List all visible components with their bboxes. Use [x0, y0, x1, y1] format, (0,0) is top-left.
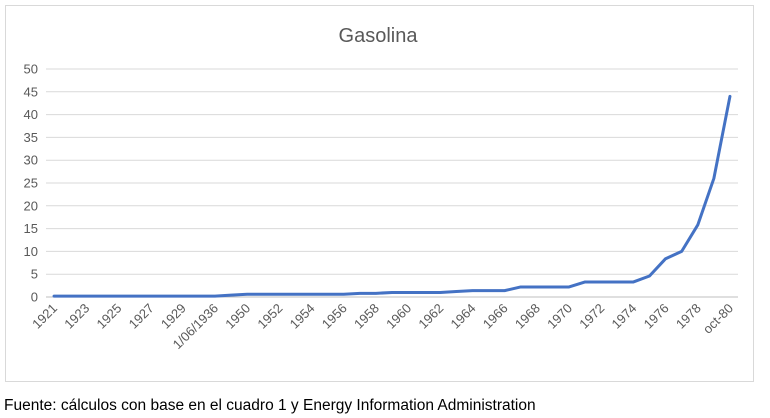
y-tick-label: 20	[24, 198, 38, 213]
x-tick-label: 1958	[351, 301, 382, 332]
chart-title: Gasolina	[339, 25, 419, 47]
y-tick-label: 35	[24, 130, 38, 145]
source-caption: Fuente: cálculos con base en el cuadro 1…	[4, 397, 536, 414]
x-tick-label: 1954	[287, 301, 318, 332]
x-tick-label: 1962	[415, 301, 446, 332]
x-tick-label: 1950	[222, 301, 253, 332]
y-tick-label: 10	[24, 244, 38, 259]
y-axis-tick-labels: 0 5 10 15 20 25 30 35 40 45 50	[24, 62, 38, 305]
x-tick-label: 1925	[93, 301, 124, 332]
y-tick-label: 5	[31, 267, 38, 282]
y-tick-label: 30	[24, 153, 38, 168]
x-tick-label: 1966	[480, 301, 511, 332]
x-tick-label: 1964	[448, 301, 479, 332]
series-layer	[52, 94, 732, 298]
y-tick-label: 25	[24, 176, 38, 191]
y-tick-label: 0	[31, 290, 38, 305]
gridlines	[46, 68, 738, 298]
x-tick-label: 1976	[641, 301, 672, 332]
x-tick-label: 1968	[512, 301, 543, 332]
x-tick-label: 1978	[673, 301, 704, 332]
chart-frame: Gasolina 0 5 10 15 20 25 30 35 40 45 50 1921 1923 19…	[5, 5, 754, 382]
y-tick-label: 40	[24, 107, 38, 122]
x-tick-label: 1956	[319, 301, 350, 332]
x-tick-label: 1923	[61, 301, 92, 332]
x-tick-label: 1974	[608, 301, 639, 332]
x-tick-label: oct-80	[700, 301, 736, 337]
x-tick-label: 1970	[544, 301, 575, 332]
x-tick-label: 1960	[383, 301, 414, 332]
series-line	[52, 94, 732, 298]
x-tick-label: 1921	[29, 301, 60, 332]
x-tick-label: 1927	[126, 301, 157, 332]
y-tick-label: 15	[24, 221, 38, 236]
x-tick-label: 1972	[576, 301, 607, 332]
y-tick-label: 50	[24, 62, 38, 77]
x-tick-label: 1952	[254, 301, 285, 332]
y-tick-label: 45	[24, 84, 38, 99]
